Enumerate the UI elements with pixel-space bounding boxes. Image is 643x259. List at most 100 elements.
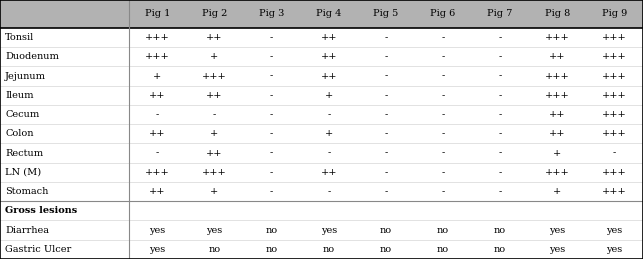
Text: ++: ++ bbox=[549, 52, 566, 61]
Text: Pig 5: Pig 5 bbox=[373, 10, 399, 18]
Text: Diarrhea: Diarrhea bbox=[5, 226, 49, 235]
Text: -: - bbox=[385, 129, 388, 138]
Text: +++: +++ bbox=[145, 52, 170, 61]
Text: -: - bbox=[385, 149, 388, 158]
Text: +++: +++ bbox=[545, 91, 570, 100]
Bar bbox=[129, 0, 186, 28]
Text: -: - bbox=[213, 110, 216, 119]
Text: ++: ++ bbox=[149, 129, 166, 138]
Text: ++: ++ bbox=[149, 91, 166, 100]
Text: -: - bbox=[613, 149, 616, 158]
Text: yes: yes bbox=[149, 226, 165, 235]
Bar bbox=[243, 0, 300, 28]
Text: Pig 8: Pig 8 bbox=[545, 10, 570, 18]
Text: Jejunum: Jejunum bbox=[5, 71, 46, 81]
Text: -: - bbox=[498, 33, 502, 42]
Text: +++: +++ bbox=[202, 168, 227, 177]
Text: -: - bbox=[498, 149, 502, 158]
Bar bbox=[586, 0, 643, 28]
Text: ++: ++ bbox=[206, 33, 222, 42]
Text: Pig 7: Pig 7 bbox=[487, 10, 513, 18]
Text: +: + bbox=[325, 91, 333, 100]
Text: no: no bbox=[494, 245, 506, 254]
Text: Pig 9: Pig 9 bbox=[602, 10, 627, 18]
Text: +++: +++ bbox=[602, 110, 627, 119]
Text: -: - bbox=[270, 129, 273, 138]
Text: Gastric Ulcer: Gastric Ulcer bbox=[5, 245, 71, 254]
Text: -: - bbox=[270, 187, 273, 196]
Text: ++: ++ bbox=[549, 110, 566, 119]
Bar bbox=[415, 0, 471, 28]
Text: +++: +++ bbox=[602, 168, 627, 177]
Text: +++: +++ bbox=[602, 71, 627, 81]
Bar bbox=[471, 0, 529, 28]
Text: no: no bbox=[380, 245, 392, 254]
Text: -: - bbox=[498, 129, 502, 138]
Text: no: no bbox=[266, 245, 278, 254]
Text: Ileum: Ileum bbox=[5, 91, 33, 100]
Text: Rectum: Rectum bbox=[5, 149, 43, 158]
Text: +: + bbox=[553, 149, 561, 158]
Text: no: no bbox=[266, 226, 278, 235]
Text: +++: +++ bbox=[145, 33, 170, 42]
Text: -: - bbox=[385, 168, 388, 177]
Text: no: no bbox=[494, 226, 506, 235]
Text: -: - bbox=[327, 110, 331, 119]
Text: +++: +++ bbox=[602, 91, 627, 100]
Text: Colon: Colon bbox=[5, 129, 33, 138]
Text: -: - bbox=[270, 168, 273, 177]
Text: Duodenum: Duodenum bbox=[5, 52, 59, 61]
Text: Pig 1: Pig 1 bbox=[145, 10, 170, 18]
Text: -: - bbox=[441, 129, 445, 138]
Text: -: - bbox=[270, 33, 273, 42]
Text: -: - bbox=[441, 52, 445, 61]
Text: -: - bbox=[385, 33, 388, 42]
Text: -: - bbox=[327, 187, 331, 196]
Text: ++: ++ bbox=[149, 187, 166, 196]
Text: -: - bbox=[498, 168, 502, 177]
Text: Pig 2: Pig 2 bbox=[202, 10, 227, 18]
Text: ++: ++ bbox=[320, 168, 337, 177]
Bar bbox=[186, 0, 243, 28]
Text: -: - bbox=[385, 52, 388, 61]
Text: yes: yes bbox=[321, 226, 337, 235]
Text: -: - bbox=[498, 187, 502, 196]
Text: -: - bbox=[385, 71, 388, 81]
Text: -: - bbox=[156, 110, 159, 119]
Text: no: no bbox=[323, 245, 335, 254]
Text: -: - bbox=[441, 91, 445, 100]
Text: ++: ++ bbox=[320, 33, 337, 42]
Text: -: - bbox=[498, 52, 502, 61]
Text: -: - bbox=[441, 33, 445, 42]
Text: no: no bbox=[437, 226, 449, 235]
Text: +++: +++ bbox=[545, 71, 570, 81]
Text: -: - bbox=[441, 71, 445, 81]
Text: Pig 6: Pig 6 bbox=[430, 10, 456, 18]
Text: yes: yes bbox=[606, 245, 622, 254]
Text: yes: yes bbox=[549, 245, 565, 254]
Text: -: - bbox=[498, 71, 502, 81]
Text: -: - bbox=[385, 91, 388, 100]
Text: -: - bbox=[441, 110, 445, 119]
Text: -: - bbox=[270, 71, 273, 81]
Text: -: - bbox=[498, 110, 502, 119]
Bar bbox=[0, 0, 129, 28]
Text: yes: yes bbox=[606, 226, 622, 235]
Text: -: - bbox=[270, 52, 273, 61]
Text: yes: yes bbox=[206, 226, 222, 235]
Text: +++: +++ bbox=[202, 71, 227, 81]
Text: +: + bbox=[553, 187, 561, 196]
Text: +++: +++ bbox=[602, 129, 627, 138]
Text: no: no bbox=[437, 245, 449, 254]
Text: no: no bbox=[208, 245, 221, 254]
Text: +: + bbox=[210, 187, 219, 196]
Text: +: + bbox=[210, 52, 219, 61]
Text: ++: ++ bbox=[320, 52, 337, 61]
Text: +++: +++ bbox=[545, 33, 570, 42]
Text: -: - bbox=[441, 149, 445, 158]
Text: +++: +++ bbox=[545, 168, 570, 177]
Text: Pig 3: Pig 3 bbox=[259, 10, 284, 18]
Text: -: - bbox=[385, 110, 388, 119]
Text: +++: +++ bbox=[602, 187, 627, 196]
Text: ++: ++ bbox=[320, 71, 337, 81]
